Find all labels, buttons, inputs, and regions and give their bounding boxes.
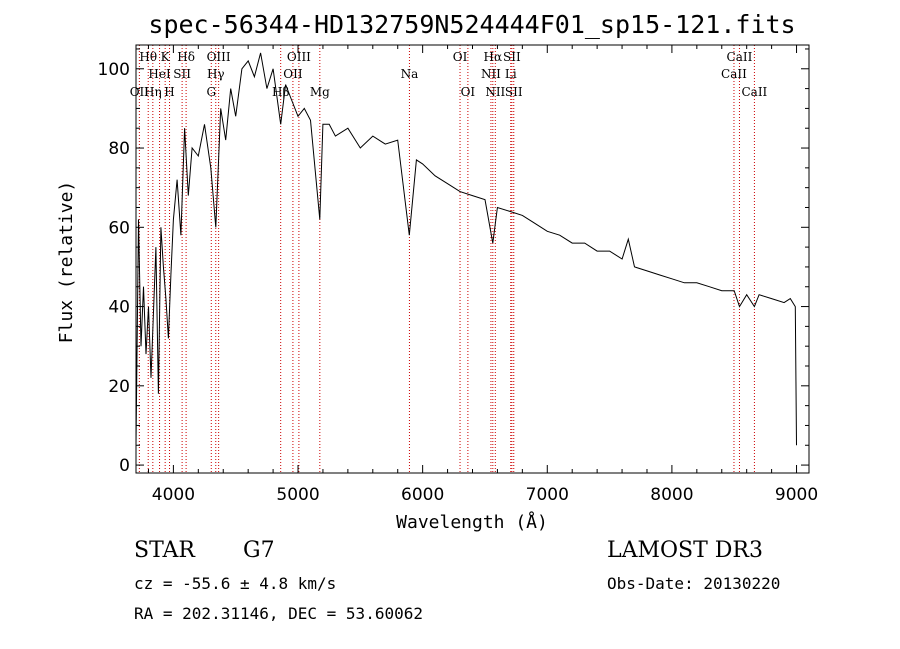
y-tick-label-5: 100: [98, 60, 130, 80]
marker-label-15: Na: [401, 67, 419, 81]
y-tick-label-3: 60: [108, 218, 130, 238]
marker-label-18: NII: [481, 67, 501, 81]
marker-label-1: OII: [130, 85, 150, 99]
marker-label-7: Hδ: [177, 50, 195, 64]
marker-label-5: H: [164, 85, 174, 99]
spectral-line-labels: HθOIIHηHeIKHSIIHδGHγOIIIHβOIIOIIIMgNaOIO…: [130, 50, 768, 99]
x-tick-label-2: 6000: [401, 485, 444, 505]
marker-label-19: Hα: [484, 50, 503, 64]
x-tick-label-4: 8000: [650, 485, 693, 505]
spectral-line-markers: [138, 45, 755, 473]
marker-label-21: Li: [505, 67, 517, 81]
observation-date: Obs-Date: 20130220: [607, 574, 781, 593]
marker-label-17: OI: [461, 85, 476, 99]
marker-label-9: Hγ: [207, 67, 225, 81]
object-subclass: G7: [243, 538, 275, 563]
y-tick-label-1: 20: [108, 377, 130, 397]
x-tick-label-3: 7000: [526, 485, 569, 505]
marker-label-0: Hθ: [139, 50, 157, 64]
marker-label-13: OIII: [287, 50, 311, 64]
marker-label-16: OI: [453, 50, 468, 64]
x-axis-ticks: 4000 5000 6000 7000 8000 9000: [147, 45, 818, 505]
marker-label-4: K: [161, 50, 171, 64]
redshift-value: cz = -55.6 ± 4.8 km/s: [134, 574, 337, 593]
marker-label-8: G: [206, 85, 216, 99]
marker-label-20: NII: [485, 85, 505, 99]
survey-name: LAMOST DR3: [607, 538, 763, 563]
chart-title: spec-56344-HD132759N524444F01_sp15-121.f…: [148, 10, 795, 39]
spectrum-line: [135, 52, 797, 446]
marker-label-10: OIII: [207, 50, 231, 64]
marker-label-3: HeI: [148, 67, 171, 81]
marker-label-25: CaII: [727, 50, 753, 64]
marker-label-22: SII: [503, 50, 521, 64]
coordinates: RA = 202.31146, DEC = 53.60062: [134, 604, 423, 623]
x-tick-label-5: 9000: [775, 485, 818, 505]
object-class: STAR: [134, 538, 195, 563]
marker-label-14: Mg: [310, 85, 330, 99]
y-tick-label-2: 40: [108, 298, 130, 318]
y-tick-label-0: 0: [119, 456, 130, 476]
y-tick-label-4: 80: [108, 139, 130, 159]
y-axis-ticks: 0 20 40 60 80 100: [98, 48, 809, 476]
marker-label-23: SII: [505, 85, 523, 99]
x-tick-label-1: 5000: [276, 485, 319, 505]
marker-label-24: CaII: [721, 67, 747, 81]
y-axis-label: Flux (relative): [56, 181, 77, 344]
marker-label-26: CaII: [741, 85, 767, 99]
marker-label-2: Hη: [144, 85, 162, 99]
x-axis-label: Wavelength (Å): [396, 511, 548, 533]
marker-label-6: SII: [173, 67, 191, 81]
marker-label-12: OII: [283, 67, 303, 81]
x-tick-label-0: 4000: [152, 485, 195, 505]
